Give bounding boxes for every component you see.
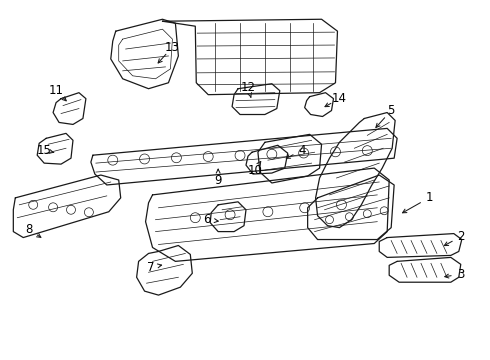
Text: 10: 10 bbox=[247, 163, 262, 176]
Text: 7: 7 bbox=[147, 261, 154, 274]
Text: 3: 3 bbox=[457, 268, 465, 281]
Text: 14: 14 bbox=[332, 92, 347, 105]
Text: 5: 5 bbox=[388, 104, 395, 117]
Text: 1: 1 bbox=[425, 192, 433, 204]
Text: 6: 6 bbox=[203, 213, 211, 226]
Text: 15: 15 bbox=[37, 144, 51, 157]
Text: 11: 11 bbox=[49, 84, 64, 97]
Text: 9: 9 bbox=[215, 174, 222, 186]
Text: 8: 8 bbox=[25, 223, 33, 236]
Text: 12: 12 bbox=[241, 81, 255, 94]
Text: 2: 2 bbox=[457, 230, 465, 243]
Text: 4: 4 bbox=[298, 144, 305, 157]
Text: 13: 13 bbox=[165, 41, 180, 54]
